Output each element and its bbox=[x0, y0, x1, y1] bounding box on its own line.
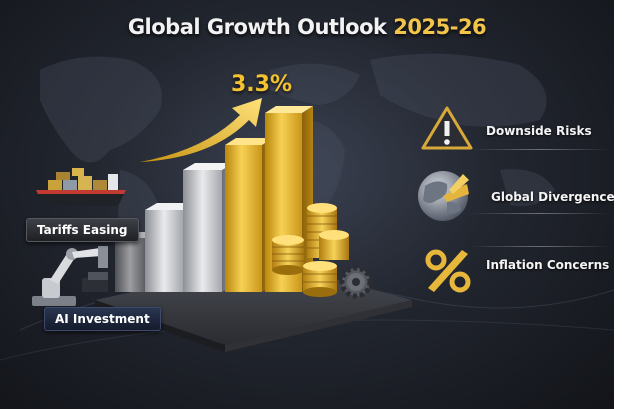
tariffs-easing-badge: Tariffs Easing bbox=[26, 218, 139, 242]
coin-stacks bbox=[272, 203, 349, 297]
percent-icon bbox=[425, 249, 471, 293]
downside-risks-label: Downside Risks bbox=[486, 124, 592, 138]
divider-line bbox=[470, 213, 610, 214]
page-title: Global Growth Outlook 2025-26 bbox=[0, 15, 614, 39]
divider-line bbox=[470, 149, 610, 150]
title-main: Global Growth Outlook bbox=[127, 15, 387, 39]
global-divergence-label: Global Divergence bbox=[491, 190, 614, 204]
growth-value-label: 3.3% bbox=[231, 72, 293, 97]
title-year: 2025-26 bbox=[393, 15, 487, 39]
cargo-ship-icon bbox=[36, 168, 126, 206]
robot-arm-icon bbox=[32, 246, 108, 306]
warning-triangle-icon bbox=[421, 106, 473, 150]
globe-icon bbox=[418, 171, 469, 221]
growth-arrow bbox=[140, 98, 262, 162]
gear-icon bbox=[339, 265, 373, 299]
divider-line bbox=[470, 246, 610, 247]
ai-investment-badge: AI Investment bbox=[44, 307, 161, 331]
bar-chart-graphic bbox=[115, 106, 313, 292]
inflation-concerns-label: Inflation Concerns bbox=[486, 258, 610, 272]
